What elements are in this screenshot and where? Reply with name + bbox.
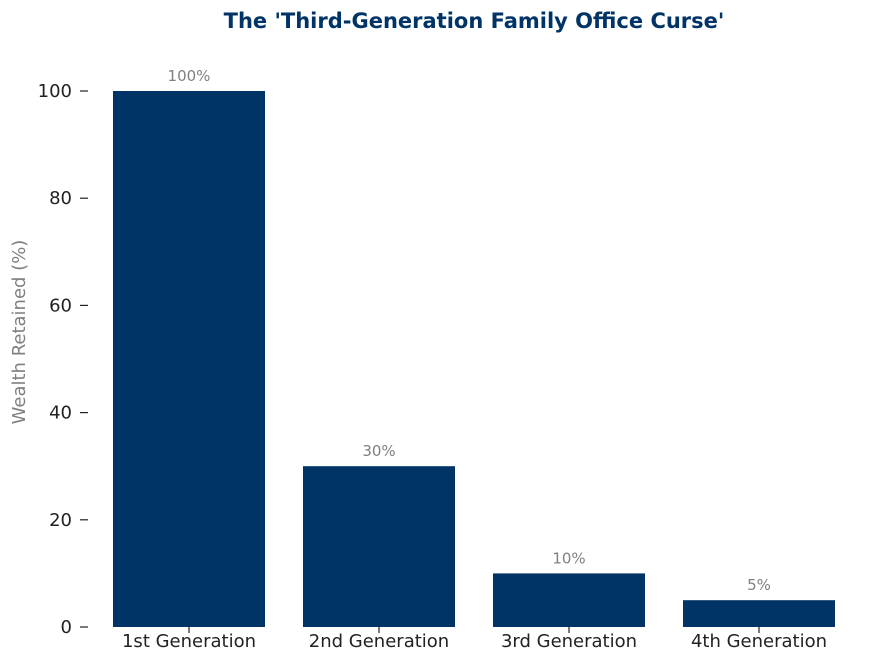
data-label: 5%: [747, 576, 771, 594]
data-label: 30%: [362, 442, 395, 460]
data-label: 10%: [552, 549, 585, 567]
y-tick-label: 40: [49, 403, 72, 424]
x-tick-label: 4th Generation: [691, 631, 827, 650]
y-axis-ticks: 0 20 40 60 80 100: [38, 81, 88, 638]
bar: [113, 91, 265, 627]
data-label: 100%: [168, 67, 211, 85]
x-tick-label: 3rd Generation: [501, 631, 637, 650]
y-tick-label: 80: [49, 188, 72, 209]
y-axis-label: Wealth Retained (%): [9, 240, 30, 425]
data-labels-group: 100% 30% 10% 5%: [168, 67, 771, 594]
y-tick-label: 100: [38, 81, 72, 102]
bar: [683, 600, 835, 627]
bars-group: [113, 91, 835, 627]
chart-title: The 'Third-Generation Family Office Curs…: [224, 9, 725, 33]
y-tick-label: 20: [49, 510, 72, 531]
y-tick-label: 0: [61, 617, 72, 638]
y-tick-label: 60: [49, 295, 72, 316]
x-tick-label: 2nd Generation: [309, 631, 449, 650]
bar: [303, 466, 455, 627]
bar: [493, 573, 645, 627]
x-tick-label: 1st Generation: [122, 631, 256, 650]
x-axis-ticks: 1st Generation 2nd Generation 3rd Generati…: [122, 627, 827, 650]
